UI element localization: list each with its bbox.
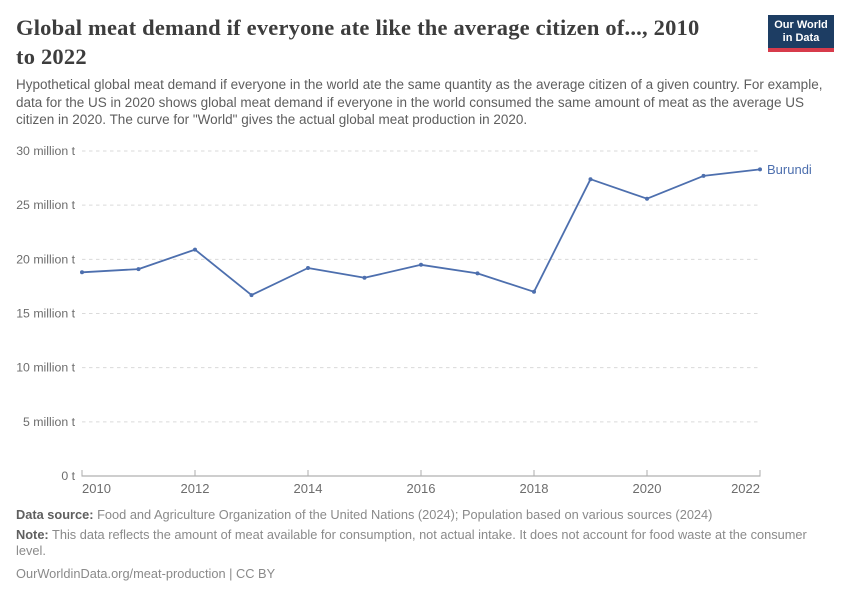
x-tick-label: 2018 (520, 481, 549, 496)
data-point-2022[interactable] (758, 167, 762, 172)
chart-footer: Data source: Food and Agriculture Organi… (16, 507, 836, 586)
data-source-text: Food and Agriculture Organization of the… (97, 507, 713, 522)
page-title-line-1: Global meat demand if everyone ate like … (16, 15, 700, 40)
data-source-label: Data source: (16, 507, 94, 522)
x-tick-label: 2010 (82, 481, 111, 496)
x-tick-label: 2022 (731, 481, 760, 496)
y-tick-label: 20 million t (16, 252, 75, 266)
x-tick-label: 2014 (294, 481, 323, 496)
data-point-2013[interactable] (249, 293, 254, 298)
series-end-label[interactable]: Burundi (767, 162, 812, 177)
chart-subtitle: Hypothetical global meat demand if every… (16, 77, 823, 128)
note-label: Note: (16, 527, 49, 542)
data-point-2018[interactable] (532, 289, 536, 294)
x-tick-label: 2012 (181, 481, 210, 496)
note-line: Note: This data reflects the amount of m… (16, 527, 836, 559)
page-title-line-2: to 2022 (16, 44, 87, 69)
data-point-2015[interactable] (362, 275, 367, 280)
owid-logo: Our World in Data (768, 15, 834, 52)
owid-logo-text-line-1: Our World (774, 19, 828, 31)
x-tick-label: 2016 (407, 481, 436, 496)
y-tick-label: 15 million t (16, 307, 75, 321)
data-point-2014[interactable] (306, 266, 310, 270)
data-point-2010[interactable] (80, 270, 84, 275)
y-tick-label: 0 t (61, 469, 75, 483)
x-tick-label: 2020 (633, 481, 662, 496)
data-point-2020[interactable] (645, 196, 649, 201)
y-tick-label: 25 million t (16, 198, 75, 212)
series-line-burundi (81, 168, 761, 297)
note-text: This data reflects the amount of meat av… (16, 527, 807, 558)
y-tick-label: 5 million t (23, 415, 76, 429)
data-source-line: Data source: Food and Agriculture Organi… (16, 507, 836, 523)
data-point-2021[interactable] (701, 173, 706, 178)
data-point-2017[interactable] (475, 271, 480, 276)
data-point-2019[interactable] (588, 177, 593, 182)
data-point-2012[interactable] (193, 247, 197, 252)
y-tick-label: 30 million t (16, 144, 75, 158)
data-point-2011[interactable] (136, 267, 141, 272)
y-tick-label: 10 million t (16, 361, 75, 375)
owid-logo-text-line-2: in Data (782, 32, 820, 44)
page-title: Global meat demand if everyone ate like … (16, 13, 699, 71)
data-point-2016[interactable] (419, 262, 423, 267)
citation-url: OurWorldinData.org/meat-production | CC … (16, 566, 276, 581)
